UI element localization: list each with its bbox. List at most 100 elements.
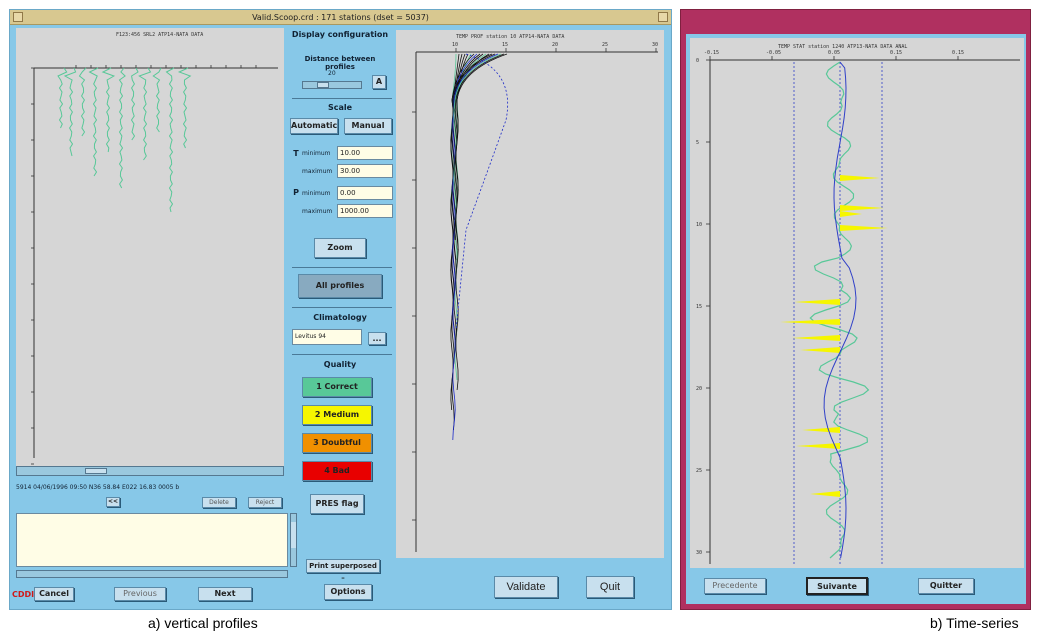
menu-arrow-icon: –	[341, 574, 345, 582]
x-tick-label: 0.05	[828, 50, 840, 56]
separator	[292, 307, 392, 308]
suivante-button[interactable]: Suivante	[806, 577, 868, 595]
window-menu-button[interactable]	[13, 12, 23, 22]
pres-max-input[interactable]: 1000.00	[337, 204, 393, 218]
superposed-curve	[455, 53, 508, 251]
temp-max-input[interactable]: 30.00	[337, 164, 393, 178]
climatology-field[interactable]: Levitus 94	[292, 329, 362, 345]
print-superposed-button[interactable]: Print superposed –	[306, 559, 380, 582]
quality-correct-button[interactable]: 1 Correct	[302, 377, 372, 397]
caption-a: a) vertical profiles	[148, 615, 258, 631]
distance-label: Distance between profiles	[304, 55, 376, 71]
distance-value: 20	[328, 70, 336, 77]
distance-slider-thumb[interactable]	[317, 82, 329, 88]
print-superposed-label: Print superposed	[309, 562, 377, 570]
x-tick-label: 0.15	[952, 50, 964, 56]
superposed-curve	[450, 53, 493, 411]
pres-flag-button[interactable]: PRES flag	[310, 494, 364, 514]
profile-curve	[165, 67, 175, 213]
temp-min-label: minimum	[302, 150, 331, 157]
manual-button[interactable]: Manual	[344, 118, 392, 134]
y-tick-label: 10	[696, 222, 702, 228]
options-button[interactable]: Options	[324, 584, 372, 600]
profile-plot-title: F123:456 SRL2 ATP14-NATA DATA	[116, 32, 203, 38]
flagged-spike	[794, 299, 840, 305]
flagged-spike	[840, 225, 888, 231]
cancel-button[interactable]: Cancel	[34, 587, 74, 601]
flagged-spike	[796, 443, 840, 449]
flagged-spike	[802, 427, 840, 433]
profile-curve	[57, 67, 68, 129]
profile-hscrollbar[interactable]	[16, 466, 284, 476]
pressure-symbol: P	[293, 188, 299, 197]
scale-label: Scale	[327, 103, 353, 112]
profile-plot[interactable]: F123:456 SRL2 ATP14-NATA DATA	[16, 28, 284, 466]
quitter-button[interactable]: Quitter	[918, 578, 974, 594]
timeseries-plot[interactable]: TEMP STAT station 1240 ATP13-NATA DATA A…	[690, 38, 1024, 568]
x-tick-label: 25	[602, 42, 608, 48]
timeseries-plot-title: TEMP STAT station 1240 ATP13-NATA DATA A…	[778, 44, 907, 50]
window-maximize-button[interactable]	[658, 12, 668, 22]
reject-button[interactable]: Reject	[248, 497, 282, 508]
profile-curve	[78, 67, 87, 137]
profile-curve	[63, 67, 77, 157]
zoom-button[interactable]: Zoom	[314, 238, 366, 258]
x-tick-label: 0.15	[890, 50, 902, 56]
superposed-plot[interactable]: TEMP PROF station 10 ATP14-NATA DATA 10 1…	[396, 30, 664, 589]
separator	[292, 98, 392, 99]
comment-textarea[interactable]	[16, 513, 288, 567]
all-profiles-button[interactable]: All profiles	[298, 274, 382, 298]
profile-curve	[138, 67, 152, 161]
pres-min-input[interactable]: 0.00	[337, 186, 393, 200]
delete-button[interactable]: Delete	[202, 497, 236, 508]
profile-curve	[88, 67, 99, 177]
logo: CDDI	[12, 590, 35, 599]
separator	[292, 267, 392, 268]
quality-medium-button[interactable]: 2 Medium	[302, 405, 372, 425]
profile-plot-svg: F123:456 SRL2 ATP14-NATA DATA	[31, 32, 278, 465]
profile-hscroll-thumb[interactable]	[85, 468, 107, 474]
profile-curve	[177, 67, 192, 149]
comment-vscrollbar[interactable]	[290, 513, 297, 567]
scroll-left-button[interactable]: <<	[106, 497, 120, 507]
precedente-button[interactable]: Precedente	[704, 578, 766, 594]
quit-button[interactable]: Quit	[586, 576, 634, 598]
timeseries-plot-svg: TEMP STAT station 1240 ATP13-NATA DATA A…	[696, 44, 1020, 564]
y-tick-label: 5	[696, 140, 699, 146]
separator	[292, 354, 392, 355]
flagged-spike	[810, 491, 840, 497]
climatology-curve	[455, 53, 508, 331]
previous-button[interactable]: Previous	[114, 587, 166, 601]
temp-min-input[interactable]: 10.00	[337, 146, 393, 160]
station-status-line: 5914 04/06/1996 09:50 N36 58.84 E022 16.…	[16, 484, 180, 491]
distance-apply-button[interactable]: A	[372, 75, 386, 89]
x-tick-label: 20	[552, 42, 558, 48]
quality-bad-button[interactable]: 4 Bad	[302, 461, 372, 481]
flagged-spike	[840, 175, 880, 181]
distance-slider[interactable]	[302, 81, 362, 89]
superposed-plot-title: TEMP PROF station 10 ATP14-NATA DATA	[456, 34, 564, 40]
flagged-spike	[780, 319, 840, 325]
automatic-button[interactable]: Automatic	[290, 118, 338, 134]
superposed-curve	[452, 53, 499, 441]
caption-b: b) Time-series	[930, 615, 1019, 631]
timeseries-series	[809, 61, 870, 559]
flagged-spike	[840, 205, 884, 211]
window-title: Valid.Scoop.crd : 171 stations (dset = 5…	[252, 13, 429, 22]
x-tick-label: -0.15	[704, 50, 719, 56]
vertical-profiles-window: Valid.Scoop.crd : 171 stations (dset = 5…	[9, 9, 672, 610]
y-tick-label: 15	[696, 304, 702, 310]
superposed-curve	[455, 53, 490, 391]
next-button[interactable]: Next	[198, 587, 252, 601]
quality-label: Quality	[323, 360, 357, 369]
quality-doubtful-button[interactable]: 3 Doubtful	[302, 433, 372, 453]
y-tick-label: 20	[696, 386, 702, 392]
climatology-browse-button[interactable]: ...	[368, 332, 386, 345]
comment-hscrollbar[interactable]	[16, 570, 288, 578]
validate-button[interactable]: Validate	[494, 576, 558, 598]
climatology-label: Climatology	[313, 313, 367, 322]
y-tick-label: 30	[696, 550, 702, 556]
superposed-plot-svg: TEMP PROF station 10 ATP14-NATA DATA 10 1…	[412, 34, 658, 589]
x-tick-label: 15	[502, 42, 508, 48]
y-tick-label: 25	[696, 468, 702, 474]
